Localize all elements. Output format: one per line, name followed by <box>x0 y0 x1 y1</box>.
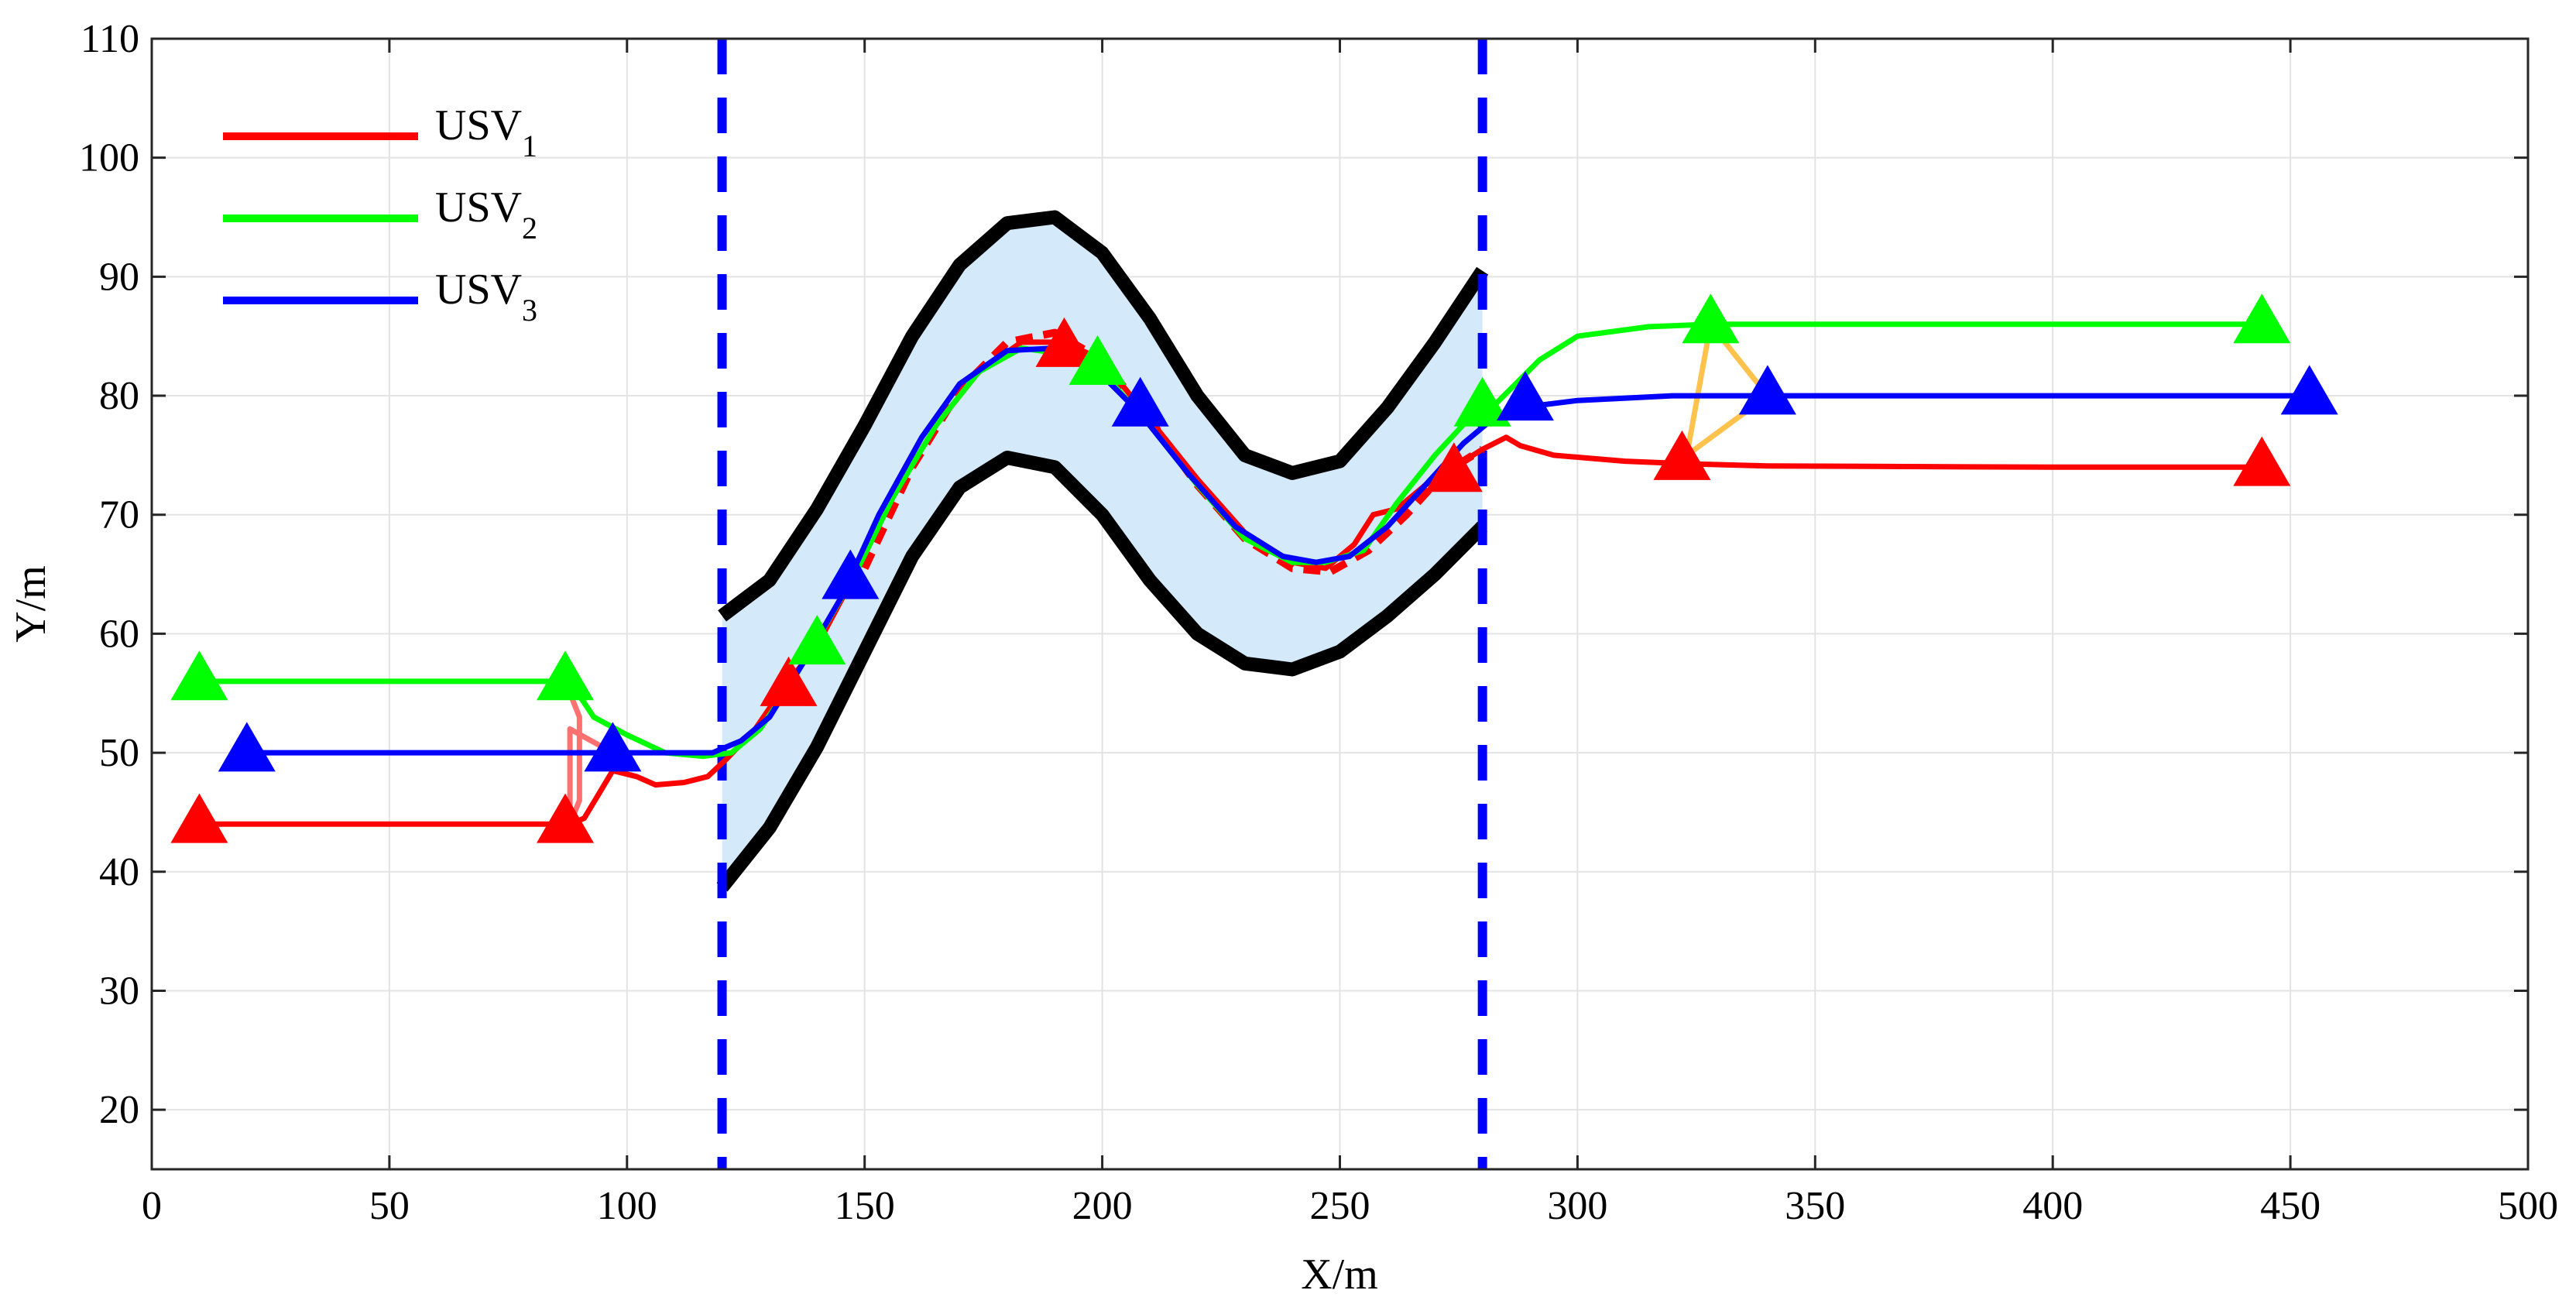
channel-lower-boundary <box>716 451 1487 892</box>
triangle-marker <box>2280 365 2338 415</box>
y-tick-label: 60 <box>99 612 139 656</box>
y-tick-label: 50 <box>99 731 139 775</box>
triangle-marker <box>1068 335 1127 385</box>
legend-label-subscript: 2 <box>522 211 537 245</box>
triangle-marker <box>1653 430 1711 480</box>
triangle-marker <box>1425 442 1483 492</box>
x-tick-label: 450 <box>2260 1184 2320 1228</box>
triangle-marker <box>170 793 228 843</box>
y-tick-label: 70 <box>99 493 139 537</box>
triangle-marker <box>788 615 846 665</box>
legend-label-subscript: 3 <box>522 293 537 328</box>
y-tick-label: 80 <box>99 374 139 418</box>
legend-label-main: USV <box>435 101 522 149</box>
triangle-marker <box>1453 376 1511 427</box>
x-tick-label: 300 <box>1547 1184 1607 1228</box>
triangle-marker <box>584 722 642 772</box>
y-tick-label: 40 <box>99 850 139 894</box>
x-tick-label: 100 <box>597 1184 657 1228</box>
y-axis-label: Y/m <box>7 565 55 643</box>
triangle-marker <box>2233 436 2291 486</box>
x-tick-label: 50 <box>369 1184 410 1228</box>
triangle-marker <box>1738 365 1796 415</box>
markers <box>170 293 2338 843</box>
legend-label: USV1 <box>435 101 537 163</box>
y-tick-label: 100 <box>79 136 139 180</box>
x-tick-label: 250 <box>1310 1184 1370 1228</box>
y-tick-label: 90 <box>99 255 139 299</box>
triangle-marker <box>760 656 818 706</box>
triangle-marker <box>1035 317 1093 367</box>
plot-area <box>170 39 2338 1169</box>
legend-label: USV3 <box>435 266 537 328</box>
x-axis-label: X/m <box>1301 1251 1378 1299</box>
y-tick-label: 20 <box>99 1088 139 1132</box>
legend-label: USV2 <box>435 184 537 245</box>
axis-ticks: 0 50 100 150 200 250 300 350 400 450 500 20 30 40 50 60… <box>79 17 2558 1228</box>
triangle-marker <box>1111 376 1169 427</box>
boundaries <box>717 39 1487 1169</box>
triangle-marker <box>170 650 228 701</box>
channel <box>716 210 1489 892</box>
x-tick-label: 350 <box>1785 1184 1845 1228</box>
legend-label-main: USV <box>435 184 522 232</box>
x-tick-label: 400 <box>2022 1184 2083 1228</box>
x-tick-label: 500 <box>2498 1184 2558 1228</box>
legend-label-subscript: 1 <box>522 129 537 163</box>
x-tick-label: 0 <box>142 1184 162 1228</box>
x-tick-label: 200 <box>1072 1184 1133 1228</box>
y-tick-label: 110 <box>81 17 139 61</box>
triangle-marker <box>537 650 594 701</box>
triangle-marker <box>2233 293 2291 344</box>
x-tick-label: 150 <box>835 1184 895 1228</box>
legend-label-main: USV <box>435 266 522 314</box>
triangle-marker <box>537 793 594 843</box>
triangle-marker <box>218 722 276 772</box>
triangle-marker <box>1682 293 1740 344</box>
channel-fill <box>722 217 1483 887</box>
triangle-marker <box>822 549 880 599</box>
y-tick-label: 30 <box>99 969 139 1013</box>
formation-link <box>1684 321 1771 458</box>
channel-upper-boundary <box>718 210 1489 622</box>
triangle-marker <box>1496 371 1554 421</box>
